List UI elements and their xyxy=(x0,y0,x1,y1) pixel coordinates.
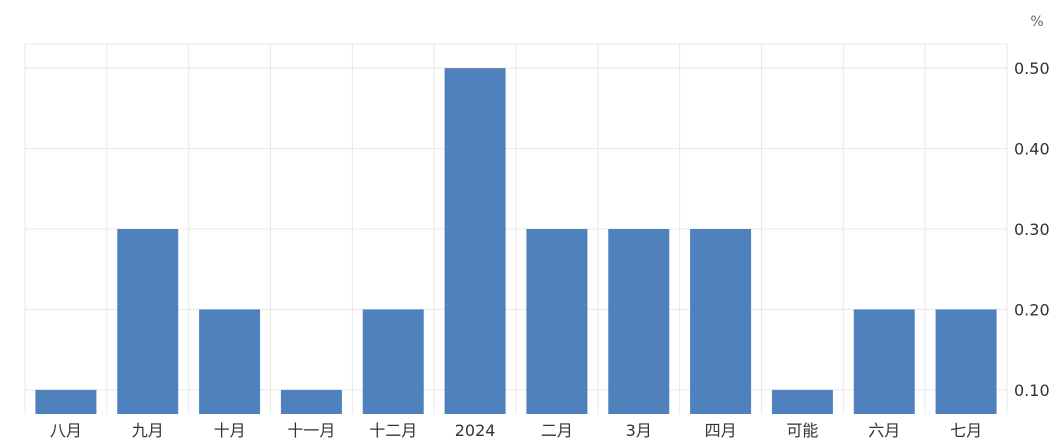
y-tick-label: 0.20 xyxy=(1014,300,1050,319)
x-tick-label: 九月 xyxy=(132,421,164,440)
y-axis-tick-labels: 0.10 0.20 0.30 0.40 0.50 xyxy=(1014,59,1050,400)
bar[interactable] xyxy=(935,309,997,414)
x-tick-label: 十二月 xyxy=(369,421,417,440)
x-tick-label: 六月 xyxy=(868,421,900,440)
x-tick-label: 可能 xyxy=(786,421,818,440)
bar[interactable] xyxy=(280,389,342,414)
x-tick-label: 2024 xyxy=(455,421,496,440)
x-tick-label: 二月 xyxy=(541,421,573,440)
bar[interactable] xyxy=(690,229,752,414)
bar[interactable] xyxy=(526,229,588,414)
x-tick-label: 四月 xyxy=(705,421,737,440)
bar[interactable] xyxy=(35,389,97,414)
bar[interactable] xyxy=(853,309,915,414)
bar[interactable] xyxy=(199,309,261,414)
bar[interactable] xyxy=(362,309,424,414)
y-tick-label: 0.40 xyxy=(1014,140,1050,159)
bar[interactable] xyxy=(117,229,179,414)
bar[interactable] xyxy=(444,68,506,414)
horizontal-gridlines xyxy=(25,67,1007,391)
y-axis-unit-label: % xyxy=(1030,14,1043,30)
x-tick-label: 十一月 xyxy=(287,421,335,440)
x-tick-label: 七月 xyxy=(950,421,982,440)
y-tick-label: 0.30 xyxy=(1014,220,1050,239)
x-tick-label: 十月 xyxy=(214,421,246,440)
y-tick-label: 0.10 xyxy=(1014,381,1050,400)
x-tick-label: 八月 xyxy=(50,421,82,440)
bar[interactable] xyxy=(771,389,833,414)
bars xyxy=(35,68,997,414)
bar[interactable] xyxy=(608,229,670,414)
x-axis-tick-labels: 八月 九月 十月 十一月 十二月 2024 二月 3月 四月 可能 六月 七月 xyxy=(50,421,982,440)
y-tick-label: 0.50 xyxy=(1014,59,1050,78)
x-tick-label: 3月 xyxy=(626,421,652,440)
